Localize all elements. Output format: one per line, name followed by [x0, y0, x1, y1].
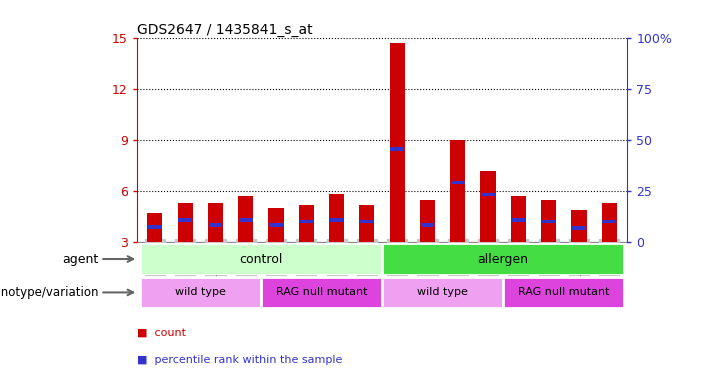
Bar	[268, 208, 284, 242]
Bar	[572, 227, 586, 230]
Text: control: control	[239, 253, 283, 265]
Bar	[450, 140, 465, 242]
Bar	[390, 147, 404, 151]
Bar	[329, 218, 343, 222]
Bar	[148, 225, 162, 228]
Bar	[147, 213, 163, 242]
Bar	[602, 220, 616, 223]
Bar	[177, 203, 193, 242]
Bar	[382, 277, 503, 308]
Bar	[178, 218, 192, 222]
Bar	[511, 196, 526, 242]
Bar	[451, 181, 465, 184]
Bar	[139, 277, 261, 308]
Text: ■  percentile rank within the sample: ■ percentile rank within the sample	[137, 355, 342, 365]
Text: agent: agent	[62, 253, 99, 265]
Bar	[512, 218, 525, 222]
Bar	[390, 43, 404, 242]
Bar	[261, 277, 382, 308]
Bar	[208, 203, 223, 242]
Bar	[420, 200, 435, 242]
Bar	[421, 223, 435, 227]
Bar	[541, 200, 556, 242]
Text: RAG null mutant: RAG null mutant	[275, 287, 367, 298]
Bar	[239, 218, 252, 222]
Bar	[269, 223, 283, 227]
Text: GDS2647 / 1435841_s_at: GDS2647 / 1435841_s_at	[137, 23, 313, 37]
Text: ■  count: ■ count	[137, 328, 186, 338]
Bar	[503, 277, 625, 308]
Bar	[139, 243, 382, 275]
Bar	[360, 220, 374, 223]
Bar	[299, 220, 313, 223]
Bar	[571, 210, 587, 242]
Bar	[542, 220, 555, 223]
Text: wild type: wild type	[417, 287, 468, 298]
Bar	[299, 205, 314, 242]
Bar	[480, 171, 496, 242]
Bar	[360, 205, 374, 242]
Bar	[238, 196, 253, 242]
Bar	[382, 243, 625, 275]
Bar	[209, 223, 222, 227]
Bar	[482, 192, 495, 196]
Text: genotype/variation: genotype/variation	[0, 286, 99, 299]
Text: RAG null mutant: RAG null mutant	[518, 287, 610, 298]
Text: wild type: wild type	[175, 287, 226, 298]
Text: allergen: allergen	[477, 253, 529, 265]
Bar	[329, 194, 344, 242]
Bar	[601, 203, 617, 242]
